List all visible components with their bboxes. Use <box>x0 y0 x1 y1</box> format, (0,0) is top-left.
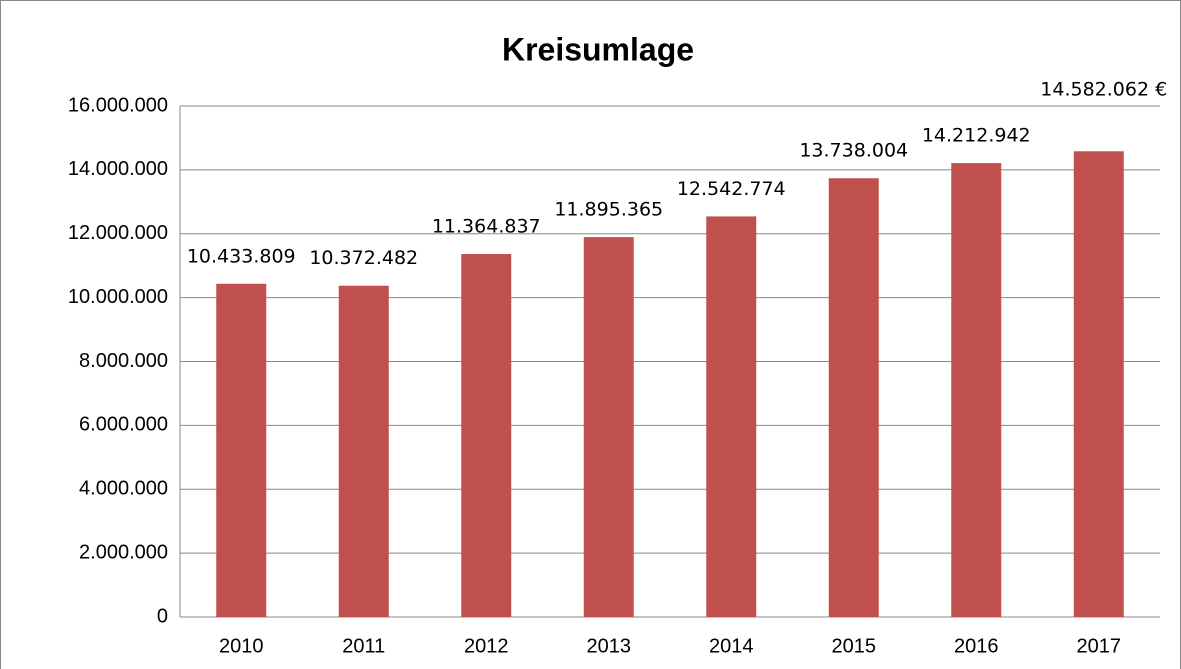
bar <box>706 216 757 617</box>
value-label: 11.364.837 <box>432 216 541 238</box>
y-tick-label: 0 <box>157 605 168 627</box>
value-label: 10.433.809 <box>187 245 296 267</box>
x-tick-label: 2014 <box>709 635 754 657</box>
value-label: 10.372.482 <box>309 247 418 269</box>
x-tick-label: 2011 <box>342 635 385 657</box>
y-tick-label: 14.000.000 <box>68 158 168 180</box>
bar <box>828 178 879 617</box>
x-tick-label: 2012 <box>464 635 509 657</box>
x-tick-label: 2015 <box>832 635 877 657</box>
bar <box>338 285 389 617</box>
chart-title: Kreisumlage <box>502 31 694 67</box>
bar <box>951 163 1002 617</box>
y-tick-label: 4.000.000 <box>79 478 168 500</box>
x-tick-label: 2013 <box>587 635 632 657</box>
x-tick-label: 2017 <box>1077 635 1122 657</box>
value-label: 13.738.004 <box>799 140 908 162</box>
x-tick-label: 2010 <box>219 635 264 657</box>
value-label: 11.895.365 <box>554 199 663 221</box>
value-label: 14.582.062 € <box>1040 79 1167 101</box>
value-label: 12.542.774 <box>677 178 786 200</box>
bar <box>461 254 512 617</box>
y-tick-label: 8.000.000 <box>79 350 168 372</box>
bar <box>1073 151 1124 617</box>
y-tick-label: 12.000.000 <box>68 222 168 244</box>
y-tick-label: 10.000.000 <box>68 286 168 308</box>
bar <box>583 237 634 617</box>
bar <box>216 283 267 617</box>
y-tick-label: 2.000.000 <box>79 541 168 563</box>
value-label: 14.212.942 <box>922 125 1031 147</box>
y-tick-label: 6.000.000 <box>79 414 168 436</box>
y-tick-label: 16.000.000 <box>68 94 168 116</box>
x-tick-label: 2016 <box>954 635 999 657</box>
